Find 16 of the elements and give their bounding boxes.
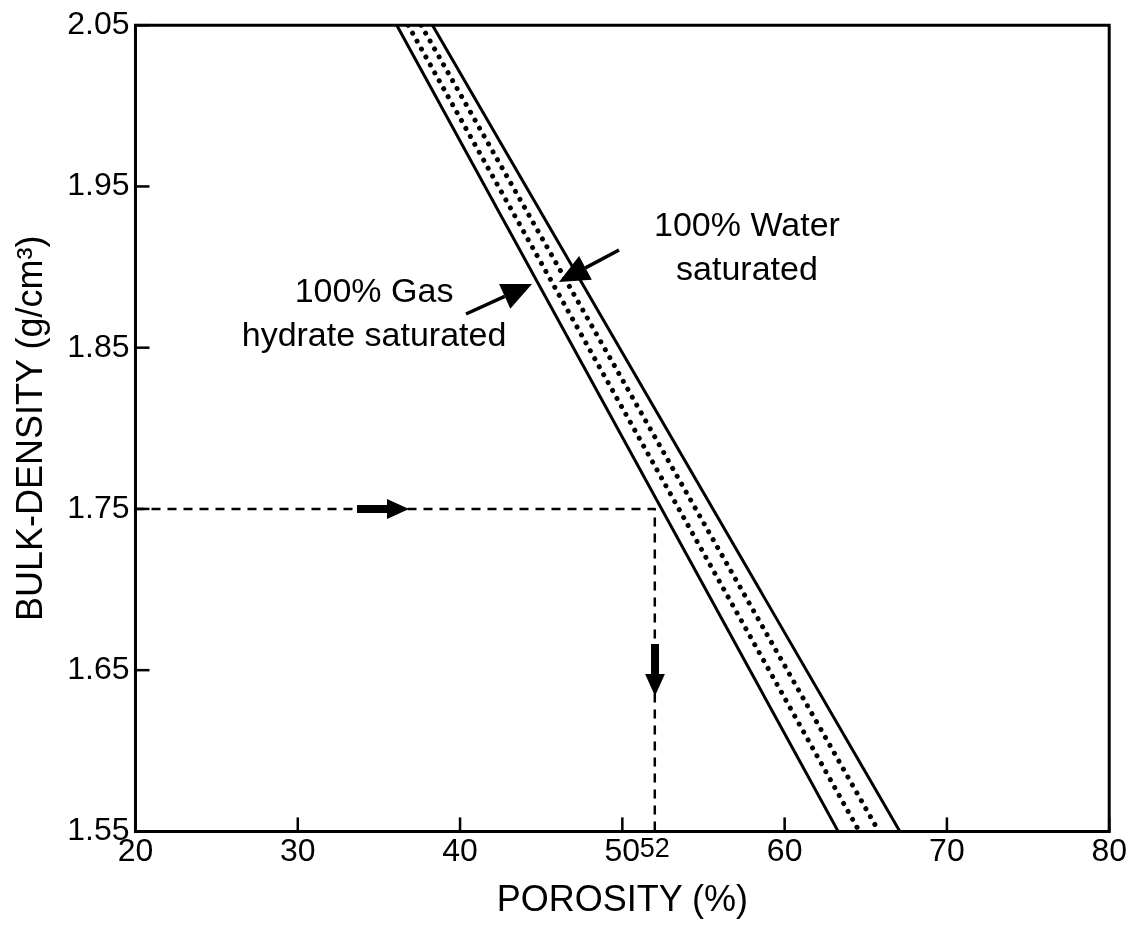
x-tick-label: 50 <box>604 832 641 869</box>
x-tick-label: 70 <box>929 832 965 869</box>
y-tick-label: 1.65 <box>67 649 130 686</box>
y-tick-label: 2.05 <box>67 5 130 42</box>
x-tick-label: 30 <box>279 832 316 869</box>
x-tick-label: 80 <box>1091 832 1127 869</box>
x-tick-label: 52 <box>639 833 670 864</box>
x-tick-label: 60 <box>766 832 803 869</box>
y-tick-label: 1.85 <box>67 327 130 364</box>
y-tick-label: 1.95 <box>67 166 130 203</box>
x-tick-label: 40 <box>442 832 478 869</box>
y-tick-label: 1.75 <box>67 488 130 525</box>
annotation: 100% Water saturated <box>654 204 840 290</box>
y-axis-title: BULK-DENSITY (g/cm³) <box>8 235 50 621</box>
x-axis-title: POROSITY (%) <box>496 878 749 920</box>
annotation: 100% Gas hydrate saturated <box>241 270 507 356</box>
